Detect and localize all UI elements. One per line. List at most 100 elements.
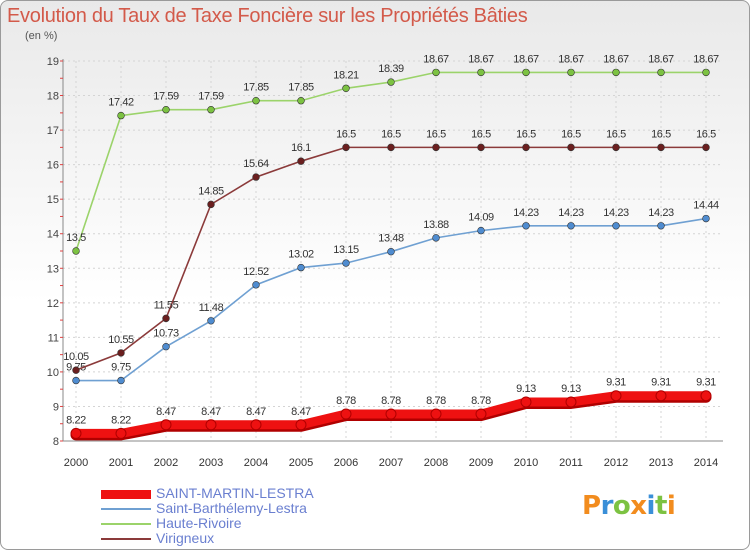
data-label: 18.67 [603, 53, 629, 65]
data-point [477, 226, 485, 235]
data-label: 14.23 [513, 207, 539, 219]
logo-letter: x [630, 491, 647, 521]
logo-letter: i [646, 491, 656, 521]
data-point [385, 408, 397, 420]
y-tick-label: 12 [47, 298, 59, 310]
data-point [657, 222, 665, 230]
proxiti-logo: Proxiti [582, 491, 676, 521]
x-tick-label: 2013 [649, 457, 673, 469]
legend-label: Saint-Barthélemy-Lestra [156, 500, 307, 516]
data-label: 16.5 [426, 128, 446, 140]
y-tick-label: 8 [53, 436, 59, 448]
data-point [702, 143, 710, 152]
data-point [430, 408, 442, 420]
y-tick-label: 17 [47, 125, 59, 137]
data-point [205, 419, 217, 431]
data-label: 9.13 [516, 383, 536, 395]
data-label: 17.59 [198, 91, 224, 103]
data-label: 9.75 [111, 362, 131, 374]
data-label: 16.5 [696, 128, 716, 140]
data-point [612, 68, 620, 77]
data-point [432, 68, 440, 77]
data-label: 13.5 [66, 232, 86, 244]
data-label: 17.85 [288, 82, 314, 94]
x-tick-label: 2012 [604, 457, 628, 469]
x-tick-label: 2014 [694, 457, 718, 469]
data-label: 13.15 [333, 244, 359, 256]
legend-item: Haute-Rivoire [101, 516, 314, 531]
data-label: 14.23 [648, 207, 674, 219]
data-point [522, 143, 530, 152]
data-point [342, 84, 350, 92]
x-tick-label: 2005 [289, 457, 313, 469]
data-point [655, 390, 667, 402]
data-label: 16.5 [381, 128, 401, 140]
data-point [477, 143, 485, 152]
data-point [162, 314, 170, 323]
data-label: 16.5 [471, 128, 491, 140]
data-label: 8.78 [426, 395, 446, 407]
data-point [297, 157, 305, 165]
data-point [342, 259, 350, 267]
x-tick-label: 2007 [379, 457, 403, 469]
legend-item: Virigneux [101, 531, 314, 546]
data-label: 15.64 [243, 158, 269, 170]
data-point [520, 396, 532, 408]
y-tick-label: 18 [47, 91, 59, 103]
data-point [657, 68, 665, 77]
data-label: 8.47 [156, 406, 176, 418]
data-point [207, 200, 215, 209]
data-label: 10.55 [108, 334, 134, 346]
legend-label: Virigneux [156, 530, 215, 546]
data-point [117, 376, 125, 385]
legend-swatch [101, 538, 151, 540]
data-label: 13.02 [288, 249, 314, 261]
data-point [702, 214, 710, 223]
data-label: 8.78 [471, 395, 491, 407]
data-point [612, 143, 620, 152]
logo-letter: r [600, 491, 614, 521]
legend-swatch [101, 490, 151, 499]
logo-letter: i [666, 491, 676, 521]
y-tick-label: 14 [47, 229, 59, 241]
data-point [522, 68, 530, 77]
data-label: 17.59 [153, 91, 179, 103]
y-tick-label: 10 [47, 367, 59, 379]
data-point [70, 427, 82, 439]
x-tick-label: 2011 [559, 457, 583, 469]
data-label: 14.85 [198, 185, 224, 197]
data-label: 9.31 [696, 377, 716, 389]
data-point [432, 143, 440, 152]
x-tick-label: 2000 [64, 457, 88, 469]
data-label: 18.67 [558, 53, 584, 65]
data-point [567, 68, 575, 77]
data-label: 9.31 [651, 377, 671, 389]
data-point [387, 78, 395, 86]
data-point [297, 263, 305, 272]
data-label: 16.5 [606, 128, 626, 140]
data-label: 18.67 [468, 53, 494, 65]
data-point [702, 68, 710, 77]
y-tick-label: 19 [47, 56, 59, 68]
data-label: 16.5 [336, 128, 356, 140]
chart-unit-label: (en %) [25, 30, 58, 42]
data-label: 14.23 [603, 207, 629, 219]
legend-item: Saint-Barthélemy-Lestra [101, 501, 314, 516]
legend-label: Haute-Rivoire [156, 515, 242, 531]
data-label: 18.39 [378, 63, 404, 75]
data-point [657, 143, 665, 152]
data-label: 14.09 [468, 212, 494, 224]
data-point [477, 68, 485, 77]
data-label: 14.23 [558, 207, 584, 219]
data-point [72, 247, 80, 255]
x-tick-label: 2008 [424, 457, 448, 469]
data-label: 13.48 [378, 233, 404, 245]
data-point [387, 247, 395, 256]
data-point [700, 390, 712, 402]
data-point [340, 408, 352, 420]
data-point [387, 143, 395, 152]
data-label: 16.5 [651, 128, 671, 140]
chart-title: Evolution du Taux de Taxe Foncière sur l… [7, 5, 528, 27]
